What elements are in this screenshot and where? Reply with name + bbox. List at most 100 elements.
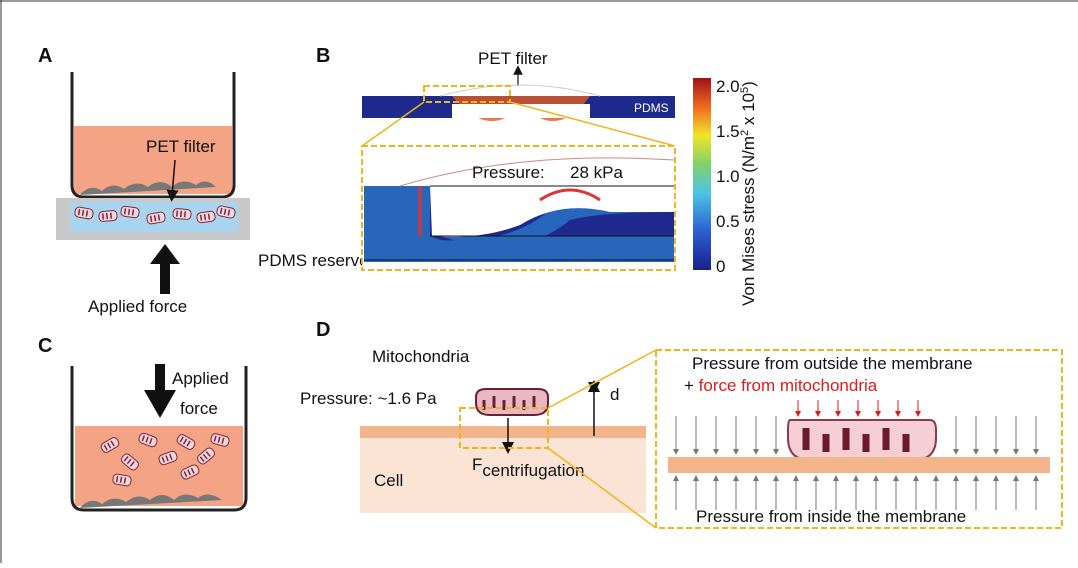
label: PET filter bbox=[146, 137, 216, 156]
mitochondrion bbox=[216, 205, 236, 219]
mito-cristae bbox=[149, 214, 161, 222]
colorbar-tick-label: 1.0 bbox=[716, 167, 740, 186]
zoom-line bbox=[361, 101, 676, 147]
colorbar-ticks: 2.0 1.5 1.0 0.5 0 bbox=[716, 77, 740, 276]
mitochondrion bbox=[158, 450, 178, 466]
red-text: force from mitochondria bbox=[699, 376, 878, 395]
mitochondrion bbox=[176, 434, 196, 450]
well bbox=[70, 72, 236, 199]
mitochondrion bbox=[172, 208, 192, 220]
mitochondrion bbox=[121, 453, 139, 471]
colorbar-tick-label: 1.5 bbox=[716, 122, 740, 141]
label: Mitochondria bbox=[372, 347, 470, 366]
deflection bbox=[439, 84, 601, 97]
panel-label: D bbox=[316, 319, 330, 341]
zoom-line bbox=[547, 349, 657, 529]
membrane bbox=[668, 457, 1050, 473]
subscript: centrifugation bbox=[482, 461, 584, 480]
label: 28 kPa bbox=[570, 163, 623, 182]
mitochondria bbox=[74, 205, 236, 225]
label: PDMS reservoir bbox=[258, 251, 378, 270]
cells bbox=[80, 494, 222, 508]
mitochondrion bbox=[210, 433, 230, 447]
mito-cristae bbox=[213, 435, 225, 444]
mitochondrion bbox=[100, 437, 120, 453]
colorbar-tick-label: 2.0 bbox=[716, 77, 740, 96]
stress-hotspot bbox=[418, 186, 601, 236]
cristae bbox=[482, 396, 536, 410]
mitochondrion bbox=[475, 388, 549, 416]
mitochondrion bbox=[98, 210, 118, 222]
mitochondrion bbox=[74, 206, 94, 220]
membrane bbox=[360, 426, 646, 438]
mito-cristae bbox=[141, 435, 153, 445]
title-part: x 10 bbox=[739, 93, 758, 130]
colorbar-title: Von Mises stress (N/m2 x 105) bbox=[739, 81, 758, 306]
cristae bbox=[802, 428, 910, 452]
title-sup: 2 bbox=[739, 130, 751, 136]
gap bbox=[452, 104, 590, 118]
deflection bbox=[399, 157, 675, 187]
cell bbox=[360, 426, 646, 513]
label: Pressure from inside the membrane bbox=[696, 507, 966, 526]
label: + force from mitochondria bbox=[684, 376, 878, 395]
title-sup: 5 bbox=[739, 87, 751, 93]
label: force bbox=[180, 399, 218, 418]
title-part: Von Mises stress (N/m bbox=[739, 136, 758, 306]
label: Applied bbox=[172, 369, 229, 388]
mitochondrion bbox=[787, 419, 937, 461]
label: PET filter bbox=[478, 49, 548, 68]
mito-cristae bbox=[103, 440, 115, 451]
panel-label: C bbox=[38, 335, 52, 357]
mito-cristae bbox=[176, 210, 186, 218]
label: d bbox=[610, 385, 619, 404]
mito-body bbox=[120, 205, 140, 219]
mitochondrion bbox=[138, 432, 158, 448]
mitochondria bbox=[100, 432, 230, 487]
mito-cristae bbox=[115, 476, 127, 484]
colorbar-tick-label: 0.5 bbox=[716, 212, 740, 231]
mitochondrion bbox=[120, 205, 140, 219]
mitochondrion bbox=[197, 447, 215, 465]
colorbar-tick-label: 0 bbox=[716, 257, 725, 276]
title-part: ) bbox=[739, 81, 758, 87]
mitochondrion bbox=[196, 210, 216, 224]
label: Cell bbox=[374, 471, 403, 490]
mitochondrion bbox=[112, 473, 132, 487]
force-arrowhead bbox=[150, 244, 180, 264]
arrow bbox=[166, 159, 179, 202]
label: Pressure from outside the membrane bbox=[692, 354, 973, 373]
mito-body bbox=[121, 453, 139, 471]
colorbar bbox=[693, 78, 711, 270]
symbol: F bbox=[472, 455, 482, 474]
mito-body bbox=[98, 210, 118, 222]
label: PDMS bbox=[634, 101, 669, 115]
mito-cristae bbox=[77, 209, 89, 217]
outline bbox=[364, 185, 674, 261]
mito-cristae bbox=[102, 212, 112, 220]
mito-cristae bbox=[161, 453, 173, 463]
label: Pressure: ~1.6 Pa bbox=[300, 389, 437, 408]
mitochondrion bbox=[146, 211, 166, 225]
plus: + bbox=[684, 376, 699, 395]
well bbox=[70, 366, 248, 512]
label: Pressure: bbox=[472, 163, 545, 182]
panel-label: A bbox=[38, 45, 52, 67]
force-arrowhead bbox=[144, 390, 176, 418]
mito-cristae bbox=[123, 456, 135, 467]
mito-cristae bbox=[219, 207, 231, 216]
mito-body bbox=[172, 208, 192, 220]
zoom-box bbox=[459, 407, 549, 449]
mito-cristae bbox=[123, 208, 135, 216]
cells bbox=[80, 181, 216, 195]
mito-cristae bbox=[199, 213, 211, 221]
mito-cristae bbox=[183, 467, 195, 478]
pressure-arrows bbox=[673, 400, 1039, 510]
mito-body bbox=[197, 447, 215, 465]
mitochondrion bbox=[180, 464, 200, 480]
label: Applied force bbox=[88, 297, 187, 316]
zoom-box bbox=[423, 85, 511, 103]
mito-cristae bbox=[179, 436, 191, 447]
